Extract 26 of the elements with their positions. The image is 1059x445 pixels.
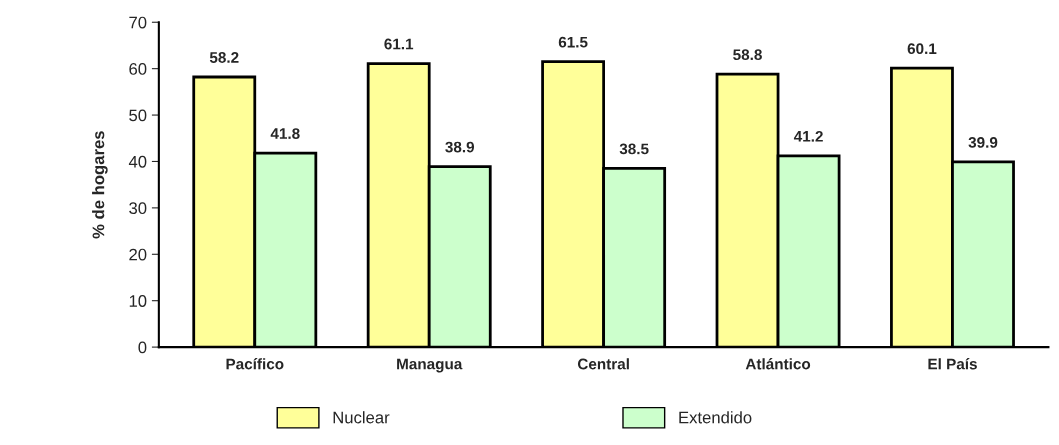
- data-label: 41.2: [793, 130, 823, 142]
- data-label: 61.1: [384, 38, 414, 50]
- x-tick-label: Managua: [397, 358, 463, 373]
- y-tick-label: 40: [128, 155, 147, 168]
- y-axis-title: % de hogares: [92, 131, 108, 239]
- y-tick-label: 60: [129, 63, 147, 75]
- y-tick-label: 20: [129, 248, 147, 261]
- data-label: 38.9: [445, 141, 475, 153]
- data-label: 41.8: [270, 128, 300, 139]
- y-tick-label: 10: [129, 295, 147, 307]
- data-label: 58.2: [209, 52, 239, 63]
- legend-label: Extendido: [679, 411, 752, 424]
- y-tick-label: 0: [138, 341, 147, 354]
- x-tick-label: Atlántico: [745, 358, 811, 370]
- data-label: 58.8: [733, 49, 762, 61]
- x-tick-label: El País: [928, 358, 977, 370]
- x-tick-label: Central: [577, 358, 629, 370]
- data-label: 38.5: [619, 143, 649, 155]
- data-label: 39.9: [968, 136, 998, 148]
- y-tick-label: 70: [129, 16, 147, 29]
- data-label: 60.1: [907, 43, 937, 55]
- y-tick-label: 50: [129, 109, 147, 122]
- data-label: 61.5: [558, 36, 588, 48]
- legend-label: Nuclear: [333, 411, 390, 424]
- x-tick-label: Pacífico: [226, 358, 284, 370]
- y-tick-label: 30: [129, 202, 147, 215]
